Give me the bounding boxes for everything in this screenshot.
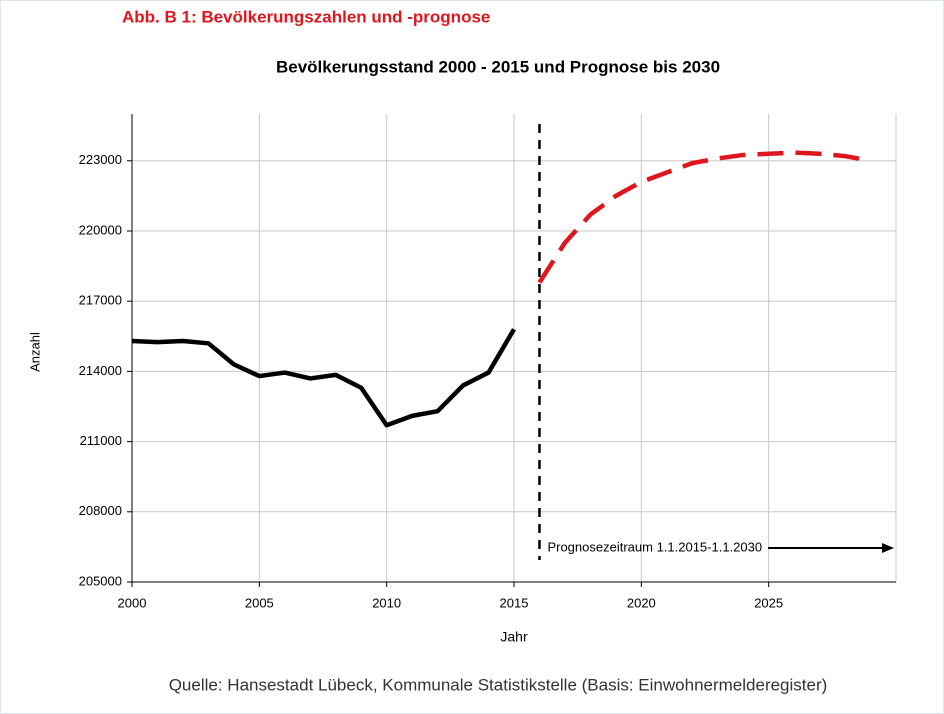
x-tick-label: 2000: [118, 595, 147, 610]
y-tick-label: 211000: [80, 433, 122, 448]
y-tick-label: 208000: [79, 503, 122, 518]
y-tick-label: 205000: [79, 573, 122, 588]
x-tick-label: 2020: [627, 595, 656, 610]
annotation-arrowhead: [882, 543, 894, 553]
annotation: Prognosezeitraum 1.1.2015-1.1.2030: [547, 539, 762, 554]
y-tick-label: 214000: [79, 363, 122, 378]
series-line: [537, 150, 871, 284]
x-tick-label: 2010: [372, 595, 401, 610]
x-axis-label: Jahr: [500, 629, 528, 645]
y-tick-label: 223000: [79, 152, 122, 167]
y-tick-label: 220000: [79, 222, 122, 237]
x-tick-label: 2015: [500, 595, 529, 610]
series-line: [131, 328, 516, 428]
heading: Abb. B 1: Bevölkerungszahlen und -progno…: [122, 7, 490, 26]
chart-title: Bevölkerungsstand 2000 - 2015 und Progno…: [276, 57, 720, 76]
x-tick-label: 2005: [245, 595, 274, 610]
y-axis-label: Anzahl: [27, 332, 42, 372]
y-tick-label: 217000: [79, 293, 122, 308]
source: Quelle: Hansestadt Lübeck, Kommunale Sta…: [169, 675, 828, 694]
x-tick-label: 2025: [754, 595, 783, 610]
